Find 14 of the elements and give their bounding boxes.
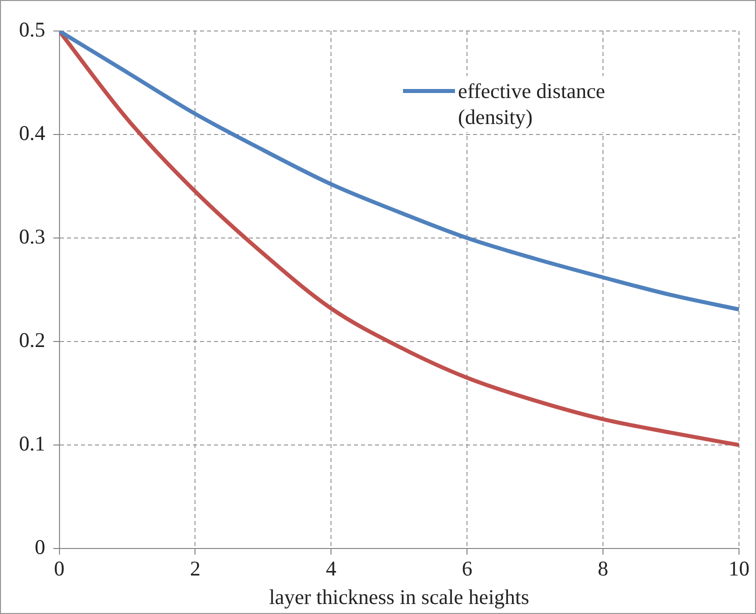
x-tick-label: 4: [326, 556, 337, 581]
y-tick-label: 0.2: [19, 328, 46, 352]
y-tick-label: 0.1: [19, 432, 46, 456]
x-tick-label: 6: [462, 556, 472, 581]
x-tick-label: 0: [54, 556, 64, 581]
x-axis-title: layer thickness in scale heights: [269, 584, 530, 609]
y-tick-label: 0.5: [19, 18, 46, 42]
legend-label: effective distance (density): [458, 78, 606, 130]
x-tick-label: 8: [598, 556, 608, 581]
y-tick-label: 0: [34, 535, 46, 560]
y-tick-label: 0.3: [19, 224, 46, 249]
x-tick-label: 2: [190, 556, 200, 581]
x-tick-label: 10: [728, 556, 750, 581]
y-tick-label: 0.4: [19, 121, 46, 146]
